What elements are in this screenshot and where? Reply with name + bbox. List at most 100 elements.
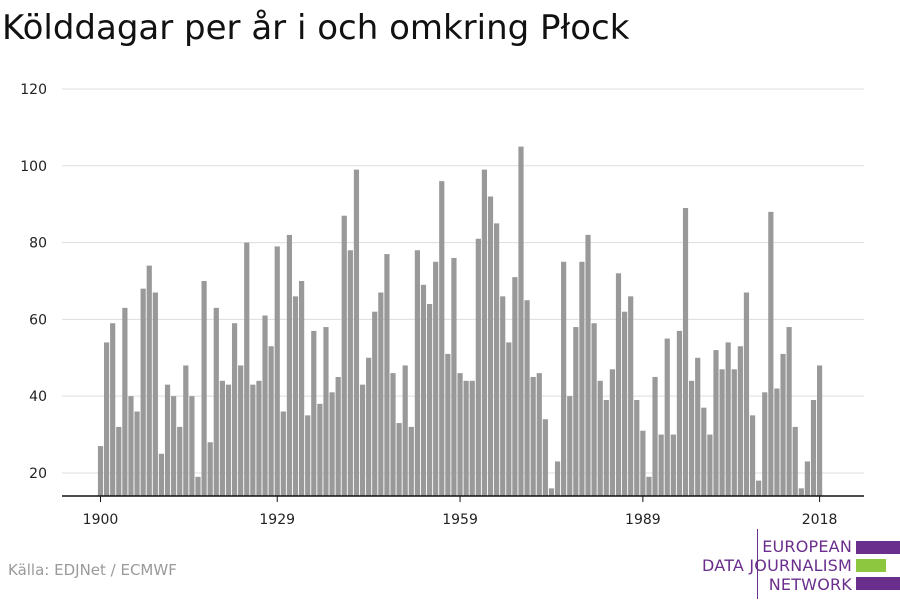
bar-1969[interactable] [518, 146, 524, 496]
bar-1956[interactable] [439, 181, 445, 496]
bar-1933[interactable] [299, 280, 305, 496]
bar-1991[interactable] [652, 376, 658, 496]
bar-1992[interactable] [658, 434, 664, 496]
bar-2001[interactable] [713, 350, 719, 496]
bar-1984[interactable] [609, 369, 615, 496]
bar-1907[interactable] [140, 288, 146, 496]
bar-1930[interactable] [280, 411, 286, 496]
bar-1924[interactable] [244, 242, 250, 496]
bar-2009[interactable] [762, 392, 768, 496]
bar-1914[interactable] [183, 365, 189, 496]
bar-1940[interactable] [341, 215, 347, 496]
bar-1966[interactable] [500, 296, 506, 496]
bar-1972[interactable] [536, 373, 542, 496]
bar-2005[interactable] [737, 346, 743, 496]
bar-1985[interactable] [615, 273, 622, 496]
bar-2003[interactable] [725, 342, 731, 496]
bar-1916[interactable] [195, 476, 201, 496]
bar-1999[interactable] [701, 407, 707, 496]
bar-1978[interactable] [573, 327, 579, 496]
bar-1927[interactable] [262, 315, 268, 496]
bar-1997[interactable] [689, 380, 695, 496]
bar-1989[interactable] [640, 430, 646, 496]
bar-1953[interactable] [420, 284, 427, 496]
bar-1993[interactable] [664, 338, 670, 496]
bar-2000[interactable] [707, 434, 713, 496]
bar-2007[interactable] [749, 415, 756, 496]
bar-2002[interactable] [719, 369, 725, 496]
bar-1954[interactable] [426, 304, 433, 496]
bar-1926[interactable] [256, 380, 262, 496]
bar-1965[interactable] [494, 223, 500, 496]
bar-2014[interactable] [792, 426, 798, 496]
bar-1908[interactable] [146, 265, 152, 496]
bar-1946[interactable] [378, 292, 384, 497]
bar-1929[interactable] [274, 246, 280, 496]
bar-1925[interactable] [250, 384, 256, 496]
bar-1959[interactable] [457, 373, 463, 496]
bar-1934[interactable] [305, 415, 311, 496]
bar-1947[interactable] [384, 254, 390, 496]
bar-1995[interactable] [676, 330, 683, 496]
bar-1943[interactable] [359, 384, 366, 496]
bar-1932[interactable] [292, 296, 299, 496]
bar-2004[interactable] [731, 369, 737, 496]
bar-1975[interactable] [554, 461, 561, 496]
bar-2011[interactable] [774, 388, 780, 496]
bar-1928[interactable] [268, 346, 274, 496]
bar-1968[interactable] [512, 277, 518, 496]
bar-1937[interactable] [323, 327, 329, 496]
bar-1902[interactable] [110, 323, 116, 496]
bar-2008[interactable] [756, 480, 762, 496]
bar-1920[interactable] [219, 380, 225, 496]
bar-1917[interactable] [201, 280, 207, 496]
bar-1944[interactable] [366, 357, 372, 496]
bar-1912[interactable] [171, 396, 177, 496]
bar-2018[interactable] [816, 365, 823, 496]
bar-1903[interactable] [116, 426, 122, 496]
bar-2006[interactable] [743, 292, 750, 497]
bar-1957[interactable] [445, 353, 451, 496]
bar-1961[interactable] [469, 380, 475, 496]
bar-1935[interactable] [311, 330, 317, 496]
bar-1922[interactable] [231, 323, 238, 496]
bar-1904[interactable] [122, 307, 128, 496]
bar-1977[interactable] [567, 396, 573, 496]
bar-1986[interactable] [621, 311, 628, 496]
bar-1913[interactable] [177, 426, 183, 496]
bar-1948[interactable] [390, 373, 396, 496]
bar-1941[interactable] [347, 250, 353, 496]
bar-1963[interactable] [481, 169, 488, 496]
bar-1936[interactable] [317, 403, 323, 496]
bar-1939[interactable] [335, 376, 341, 496]
bar-1998[interactable] [695, 357, 701, 496]
bar-1987[interactable] [628, 296, 634, 496]
bar-1967[interactable] [506, 342, 512, 496]
bar-1949[interactable] [396, 423, 402, 496]
edjnet-logo[interactable]: EUROPEAN DATA JOURNALISM NETWORK [700, 529, 900, 599]
bar-1979[interactable] [579, 261, 585, 496]
bar-1950[interactable] [402, 365, 408, 496]
bar-1981[interactable] [591, 323, 597, 496]
bar-1919[interactable] [213, 307, 219, 496]
bar-1931[interactable] [286, 234, 293, 496]
bar-1974[interactable] [548, 488, 555, 496]
bar-1923[interactable] [238, 365, 244, 496]
bar-2012[interactable] [780, 353, 786, 496]
bar-1911[interactable] [164, 384, 171, 496]
bar-2017[interactable] [810, 400, 817, 496]
bar-1915[interactable] [189, 396, 195, 496]
bar-1901[interactable] [103, 342, 110, 496]
bar-1990[interactable] [646, 476, 652, 496]
bar-1921[interactable] [225, 384, 232, 496]
bar-1973[interactable] [542, 419, 548, 496]
bar-1980[interactable] [585, 234, 591, 496]
bar-1945[interactable] [372, 311, 378, 496]
bar-2015[interactable] [798, 488, 804, 496]
bar-1960[interactable] [463, 380, 469, 496]
bar-1964[interactable] [487, 196, 494, 496]
bar-1971[interactable] [530, 376, 536, 496]
bar-2013[interactable] [786, 327, 792, 496]
bar-1982[interactable] [597, 380, 603, 496]
bar-1951[interactable] [408, 426, 414, 496]
